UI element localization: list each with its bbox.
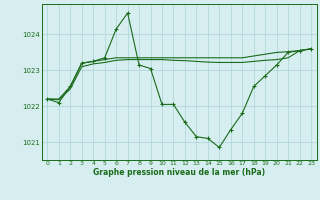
X-axis label: Graphe pression niveau de la mer (hPa): Graphe pression niveau de la mer (hPa)	[93, 168, 265, 177]
